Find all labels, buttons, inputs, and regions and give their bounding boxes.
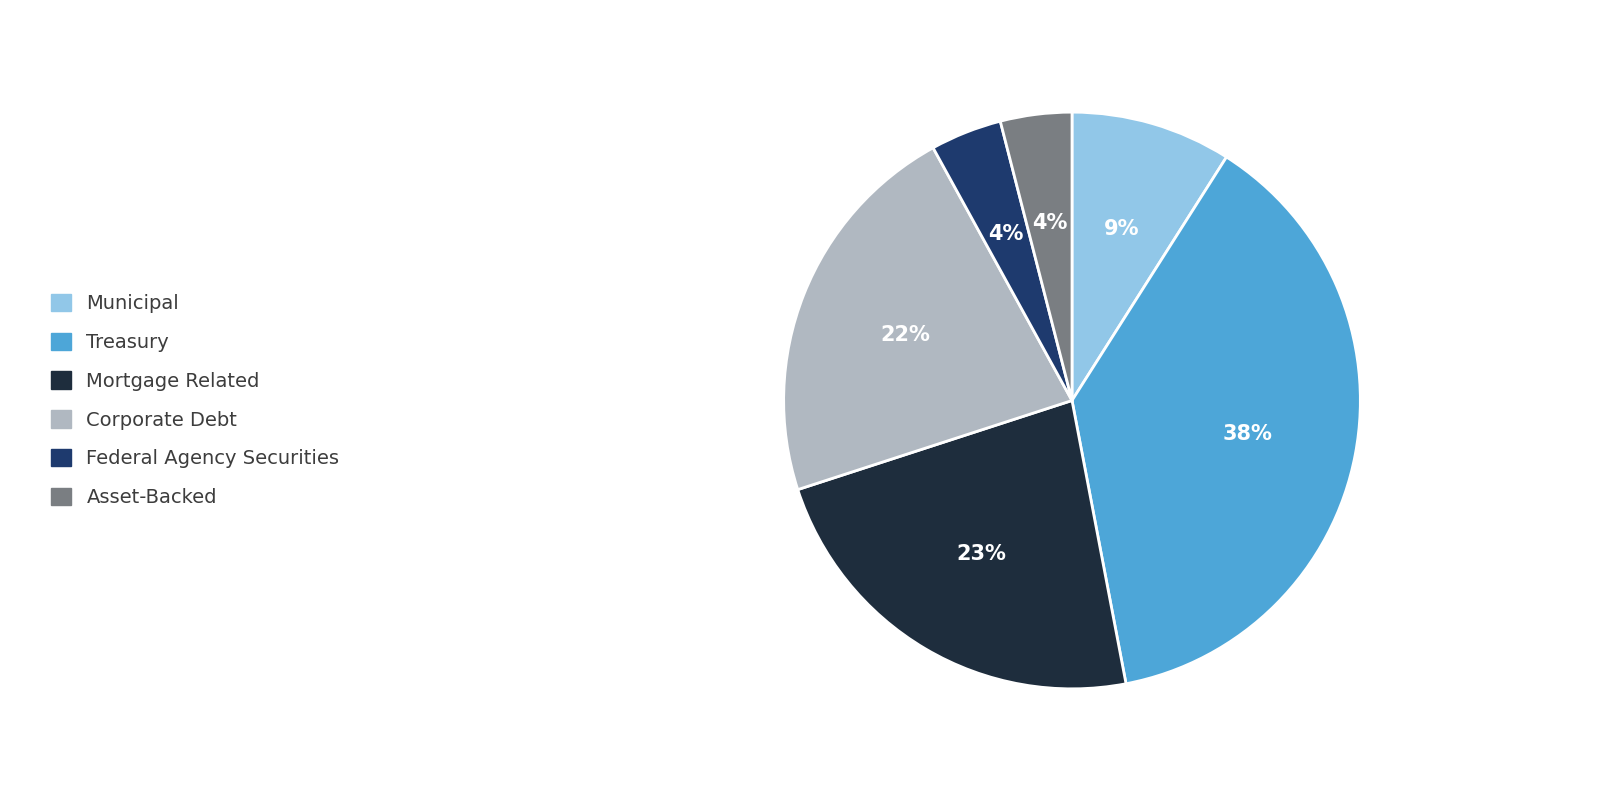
Wedge shape <box>933 121 1072 400</box>
Text: 4%: 4% <box>989 224 1024 244</box>
Legend: Municipal, Treasury, Mortgage Related, Corporate Debt, Federal Agency Securities: Municipal, Treasury, Mortgage Related, C… <box>42 284 349 517</box>
Wedge shape <box>784 148 1072 489</box>
Text: 38%: 38% <box>1222 424 1272 444</box>
Wedge shape <box>1072 157 1360 684</box>
Text: 4%: 4% <box>1032 213 1067 233</box>
Wedge shape <box>798 400 1126 689</box>
Text: 9%: 9% <box>1104 219 1139 239</box>
Wedge shape <box>1000 112 1072 400</box>
Text: 23%: 23% <box>957 545 1006 565</box>
Wedge shape <box>1072 112 1227 400</box>
Text: 22%: 22% <box>882 324 931 344</box>
